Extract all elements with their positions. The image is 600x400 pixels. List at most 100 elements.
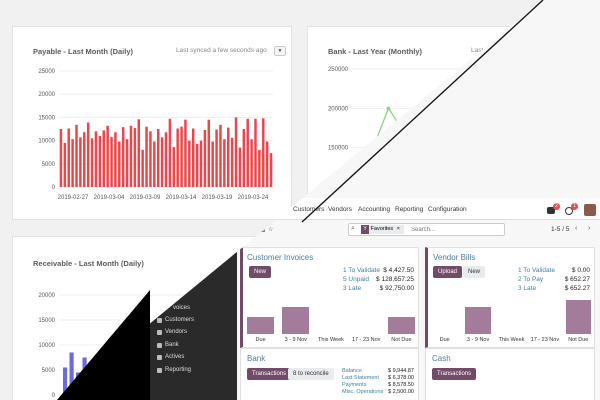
payable-bar (242, 129, 246, 187)
bills-bar[interactable] (465, 307, 491, 334)
search-icon[interactable]: ⌕ (351, 225, 355, 232)
payable-bar (191, 128, 195, 187)
sidebar-item-vendors[interactable]: Vendors (165, 329, 188, 335)
bank-chart-title: Bank - Last Year (Monthly) (328, 47, 423, 56)
reconcile-button[interactable]: 8 to reconcile (288, 368, 334, 380)
payable-y-tick-label: 5000 (42, 162, 56, 168)
sidebar-item-bank[interactable]: Bank (165, 342, 179, 348)
receivable-y-tick-label: 5000 (42, 368, 56, 374)
sidebar-item-invoices[interactable]: voices (173, 305, 191, 311)
vendor-bills-panel: Vendor Bills Upload New 1 To Validate $ … (425, 247, 595, 348)
receivable-bar (69, 352, 74, 395)
filter-facet[interactable]: Y Favorites × (361, 225, 404, 234)
bills-stat-label[interactable]: 2 To Pay (518, 276, 544, 283)
payable-bar (164, 132, 168, 187)
menu-accounting[interactable]: Accounting (358, 206, 391, 213)
new-bill-button[interactable]: New (463, 266, 486, 278)
menu-customers[interactable]: Customers (293, 206, 325, 213)
payable-y-tick-label: 20000 (38, 92, 55, 98)
payable-title: Payable - Last Month (Daily) (33, 47, 134, 56)
pager-next-icon[interactable]: › (588, 225, 591, 232)
bank-stat-label[interactable]: Payments (342, 382, 367, 388)
customer-invoices-title[interactable]: Customer Invoices (247, 253, 314, 262)
new-invoice-button[interactable]: New (249, 266, 272, 278)
payable-bar (156, 129, 160, 187)
payable-bar (215, 129, 218, 187)
pager-prev-icon[interactable]: ‹ (575, 225, 578, 232)
invoices-stat-value: $ 92,750.00 (379, 285, 414, 292)
payable-bar (98, 135, 102, 187)
payable-bar (254, 118, 257, 187)
invoices-stat-label[interactable]: 5 Unpaid (343, 276, 370, 283)
bills-bar-label: 17 - 23 Nov (530, 337, 560, 343)
invoices-bar[interactable] (247, 316, 274, 334)
bank-transactions-button[interactable]: Transactions (247, 368, 292, 380)
payable-bar (83, 132, 86, 187)
cash-transactions-button[interactable]: Transactions (432, 368, 477, 380)
cash-journal-title[interactable]: Cash (432, 354, 451, 363)
menu-vendors[interactable]: Vendors (328, 206, 352, 213)
invoices-bar-chart: Due 3 - 9 Nov This Week 17 - 23 Nov Not Due (243, 296, 419, 348)
menu-reporting[interactable]: Reporting (395, 206, 424, 213)
bank-stat-value: $ 8,578.50 (388, 382, 414, 388)
activity-icon[interactable] (565, 207, 573, 215)
receivable-bar (63, 367, 68, 395)
bank-stat-value: $ 9,944.87 (388, 368, 414, 374)
payable-y-tick-label: 15000 (38, 115, 55, 121)
invoices-bar-label: 17 - 23 Nov (351, 337, 381, 343)
chat-icon[interactable] (547, 207, 555, 214)
chat-badge: 2 (553, 203, 560, 210)
payable-bar (265, 141, 269, 187)
invoices-stat-label[interactable]: 1 To Validate (343, 267, 380, 274)
bank-data-point (386, 106, 391, 111)
bills-bar-label: 3 - 9 Nov (466, 337, 490, 343)
bank-stat-label[interactable]: Misc. Operations (342, 389, 384, 395)
user-avatar[interactable] (584, 204, 596, 216)
payable-bar (180, 126, 183, 187)
bills-bar[interactable] (565, 299, 591, 334)
vendor-bills-title[interactable]: Vendor Bills (433, 253, 476, 262)
payable-bar (207, 119, 211, 187)
payable-bar (90, 138, 94, 187)
bills-stat-label[interactable]: 1 To Validate (518, 267, 555, 274)
payable-bar (230, 137, 234, 187)
payable-bar (172, 147, 176, 187)
bank-stat-value: $ 6,378.00 (388, 375, 414, 381)
upload-bill-button[interactable]: Upload (433, 266, 463, 278)
bank-journal-title[interactable]: Bank (247, 354, 266, 363)
sidebar-item-customers[interactable]: Customers (165, 317, 195, 323)
invoices-bar[interactable] (282, 307, 310, 334)
payable-bar (149, 131, 152, 187)
invoices-bar[interactable] (388, 316, 415, 334)
payable-x-tick-label: 2019-03-24 (238, 195, 269, 201)
payable-x-tick-label: 2019-03-19 (202, 195, 233, 201)
favorite-star-icon[interactable]: ☆ (268, 227, 274, 233)
invoices-bar-label: Due (255, 337, 266, 343)
payable-bar (118, 141, 121, 187)
invoices-bar-label: 3 - 9 Nov (284, 337, 307, 343)
menu-configuration[interactable]: Configuration (428, 206, 467, 213)
remove-facet-icon[interactable]: × (396, 226, 400, 232)
payable-bar (238, 147, 242, 187)
payable-bar (176, 128, 179, 187)
sidebar-item-reporting[interactable]: Reporting (165, 367, 192, 373)
bills-bar-label: Due (439, 337, 450, 343)
payable-dropdown-button[interactable]: ▼ (274, 46, 286, 56)
search-input[interactable] (411, 225, 501, 234)
activity-badge: 1 (571, 203, 578, 210)
invoices-stat-label[interactable]: 3 Late (343, 285, 362, 292)
payable-bar (121, 127, 125, 187)
payable-bar (59, 129, 63, 187)
payable-bar (79, 137, 82, 187)
payable-bar (246, 118, 249, 187)
bank-stat-label[interactable]: Last Statement (342, 375, 379, 381)
invoices-bar-label: Not Due (391, 337, 412, 343)
payable-bar (125, 139, 129, 187)
bills-stat-label[interactable]: 3 Late (518, 285, 537, 292)
bank-stat-label[interactable]: Balance (342, 368, 362, 374)
filter-facet-label: Favorites (370, 226, 394, 232)
payable-bar (63, 142, 67, 187)
sidebar-item-actives[interactable]: Actives (165, 354, 185, 360)
